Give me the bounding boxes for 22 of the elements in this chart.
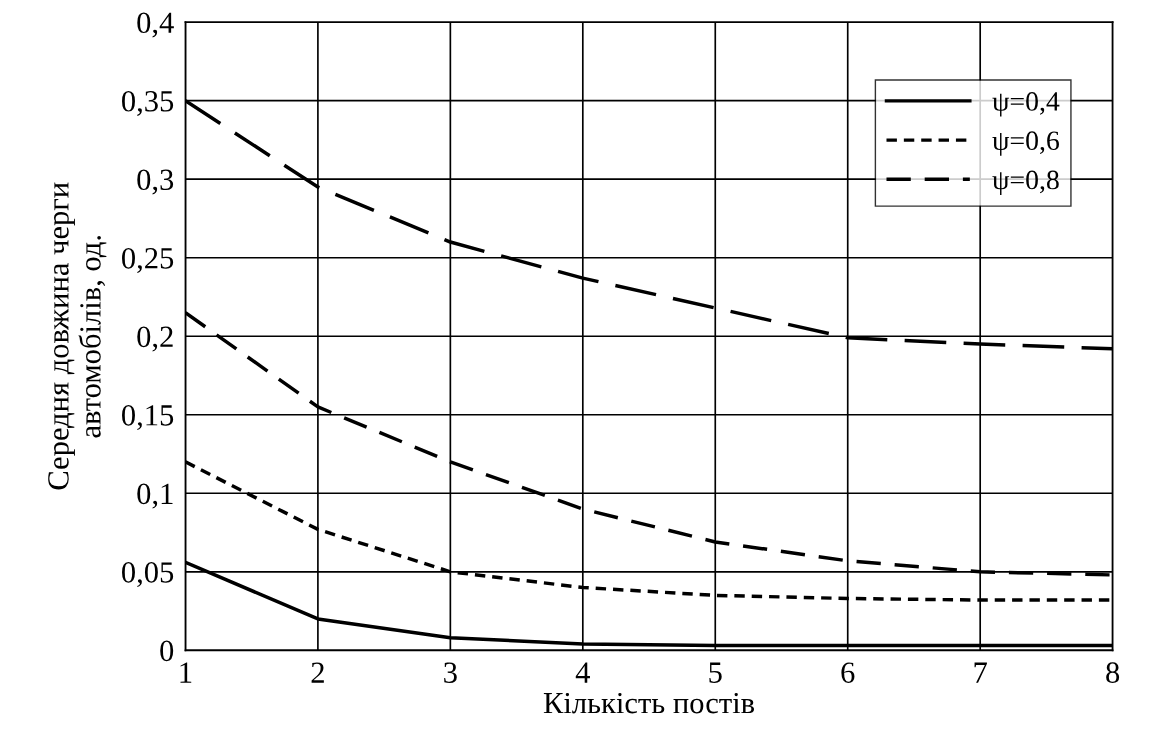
x-tick-label: 5 (709, 662, 722, 683)
x-tick-label: 1 (180, 662, 192, 683)
legend-label: ψ=0,8 (992, 170, 1059, 195)
y-tick-label: 0,05 (122, 562, 174, 588)
y-tick-label: 0,25 (122, 248, 174, 274)
y-axis-title: Середня довжина черги автомобілів, од. (48, 182, 107, 490)
legend-label: ψ=0,4 (992, 92, 1060, 117)
legend-label: ψ=0,6 (992, 131, 1059, 156)
y-tick-label: 0,3 (137, 169, 174, 195)
y-tick-label: 0,15 (122, 405, 174, 431)
y-tick-label: 0,2 (137, 326, 173, 352)
x-tick-label: 3 (444, 662, 457, 683)
x-tick-label: 6 (841, 662, 855, 683)
y-tick-label: 0,1 (137, 483, 173, 509)
x-tick-label: 7 (974, 662, 987, 683)
x-tick-label: 2 (311, 662, 324, 683)
x-tick-label: 4 (575, 662, 590, 683)
y-tick-label: 0 (160, 640, 174, 662)
x-tick-label: 8 (1106, 662, 1120, 683)
y-tick-label: 0,35 (122, 90, 174, 116)
y-tick-label: 0,4 (137, 12, 174, 38)
x-axis-title: Кількість постів (543, 692, 755, 714)
